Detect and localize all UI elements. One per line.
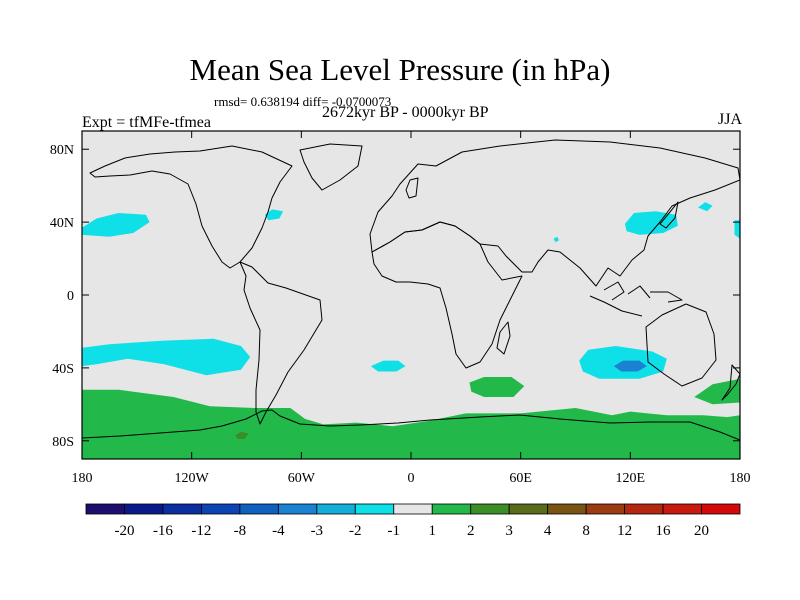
colorbar-swatch bbox=[201, 503, 241, 515]
colorbar-swatch bbox=[162, 503, 202, 515]
colorbar-swatch bbox=[85, 503, 125, 515]
colorbar-label: -8 bbox=[234, 523, 247, 539]
colorbar-label: 20 bbox=[694, 523, 709, 539]
experiment-label: Expt = tfMFe-tfmea bbox=[82, 114, 211, 131]
x-tick-label: 120E bbox=[616, 471, 646, 486]
chart-title: Mean Sea Level Pressure (in hPa) bbox=[189, 52, 611, 87]
colorbar-label: 4 bbox=[544, 523, 552, 539]
colorbar-label: 2 bbox=[467, 523, 475, 539]
colorbar-swatch bbox=[277, 503, 318, 515]
y-tick-label: 40N bbox=[50, 216, 74, 231]
x-tick-label: 180 bbox=[72, 471, 93, 486]
coastline-new-zealand bbox=[721, 364, 740, 401]
y-tick-label: 80S bbox=[52, 435, 74, 450]
colorbar-swatch bbox=[316, 503, 356, 515]
y-tick-label: 40S bbox=[52, 362, 74, 377]
colorbar-label: 3 bbox=[505, 523, 513, 539]
colorbar-swatch bbox=[547, 503, 587, 515]
x-tick-label: 60W bbox=[288, 471, 316, 486]
colorbar-label: -16 bbox=[153, 523, 173, 539]
region-antarctic-high-spot bbox=[235, 431, 249, 439]
x-tick-label: 180 bbox=[730, 471, 751, 486]
x-tick-label: 0 bbox=[408, 471, 415, 486]
colorbar-label: -3 bbox=[311, 523, 324, 539]
colorbar-swatch bbox=[508, 503, 549, 515]
region-southern-ocean-high bbox=[82, 389, 740, 459]
coastline-indonesia bbox=[589, 281, 683, 317]
region-south-pacific-low bbox=[82, 338, 251, 376]
x-tick-label: 60E bbox=[509, 471, 532, 486]
coastline-greenland bbox=[299, 143, 363, 191]
colorbar-swatch bbox=[431, 503, 472, 515]
colorbar-swatch bbox=[393, 503, 433, 515]
colorbar-label: 1 bbox=[428, 523, 436, 539]
region-south-indian-high bbox=[469, 377, 525, 397]
region-north-pacific-low-small bbox=[698, 202, 713, 212]
colorbar-label: -1 bbox=[388, 523, 401, 539]
coastline-south-america bbox=[239, 261, 323, 425]
colorbar-label: -20 bbox=[114, 523, 134, 539]
y-tick-label: 0 bbox=[67, 289, 74, 304]
region-tasman-high bbox=[694, 378, 740, 405]
coastline-north-america bbox=[89, 145, 293, 269]
y-tick-label: 80N bbox=[50, 143, 74, 158]
colorbar-label: -4 bbox=[272, 523, 285, 539]
region-east-asia-low bbox=[624, 211, 678, 235]
region-north-pacific-low-east bbox=[734, 220, 740, 239]
coastline-africa bbox=[371, 221, 523, 369]
colorbar-label: 8 bbox=[582, 523, 590, 539]
colorbar-swatch bbox=[470, 503, 510, 515]
coastline-antarctica bbox=[82, 409, 740, 441]
colorbar-swatch bbox=[662, 503, 702, 515]
colorbar-swatch bbox=[239, 503, 279, 515]
x-tick-label: 120W bbox=[175, 471, 210, 486]
coastline-madagascar bbox=[496, 321, 511, 355]
colorbar-label: -12 bbox=[191, 523, 211, 539]
region-north-atlantic-low bbox=[264, 209, 284, 221]
coastline-uk bbox=[405, 177, 419, 199]
colorbar-label: -2 bbox=[349, 523, 362, 539]
region-indian-ocean-low-core bbox=[613, 360, 647, 372]
colorbar-swatch bbox=[124, 503, 164, 515]
colorbar-swatch bbox=[585, 503, 625, 515]
colorbar-label: 16 bbox=[656, 523, 672, 539]
region-equatorial-low-dot bbox=[553, 236, 559, 243]
colorbar-swatch bbox=[701, 503, 741, 515]
period-label: 2672kyr BP - 0000kyr BP bbox=[322, 104, 489, 121]
coastline-japan bbox=[659, 201, 679, 229]
season-label: JJA bbox=[717, 111, 742, 128]
colorbar-swatch bbox=[354, 503, 395, 515]
colorbar-swatch bbox=[624, 503, 664, 515]
coastline-australia bbox=[645, 303, 717, 387]
region-north-pacific-low bbox=[82, 213, 150, 237]
region-south-atlantic-low bbox=[370, 360, 406, 372]
rmsd-label: rmsd= 0.638194 diff= -0.0700073 bbox=[214, 94, 392, 109]
colorbar-label: 12 bbox=[617, 523, 632, 539]
